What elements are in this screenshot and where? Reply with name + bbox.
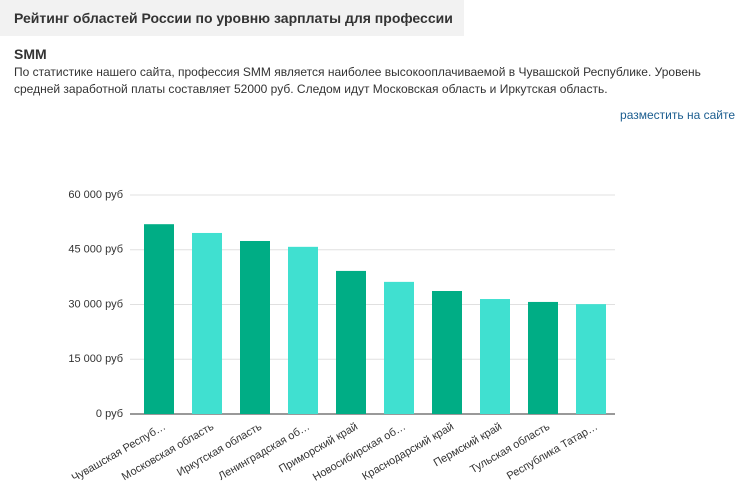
- x-tick-label: Московская область: [120, 421, 216, 482]
- embed-link[interactable]: разместить на сайте: [620, 108, 735, 122]
- bar: [576, 304, 606, 414]
- bar: [192, 232, 222, 414]
- y-tick-label: 0 руб: [96, 408, 123, 420]
- bar: [240, 240, 270, 414]
- x-tick-label: Ленинградская об…: [216, 421, 312, 482]
- description: По статистике нашего сайта, профессия SM…: [14, 65, 701, 96]
- x-tick-label: Тульская область: [468, 421, 552, 476]
- y-tick-label: 30 000 руб: [68, 298, 123, 310]
- bar: [336, 270, 366, 414]
- y-tick-label: 60 000 руб: [68, 189, 123, 201]
- bar: [144, 224, 174, 414]
- bar: [384, 281, 414, 414]
- x-tick-label: Краснодарский край: [360, 421, 456, 482]
- x-tick-label: Республика Татар…: [505, 421, 600, 482]
- y-tick-label: 45 000 руб: [68, 244, 123, 256]
- bar: [288, 246, 318, 414]
- page-title: Рейтинг областей России по уровню зарпла…: [0, 0, 464, 62]
- bar: [528, 301, 558, 414]
- bar: [480, 299, 510, 414]
- y-tick-label: 15 000 руб: [68, 353, 123, 365]
- x-tick-label: Приморский край: [277, 421, 360, 476]
- bar: [432, 290, 462, 414]
